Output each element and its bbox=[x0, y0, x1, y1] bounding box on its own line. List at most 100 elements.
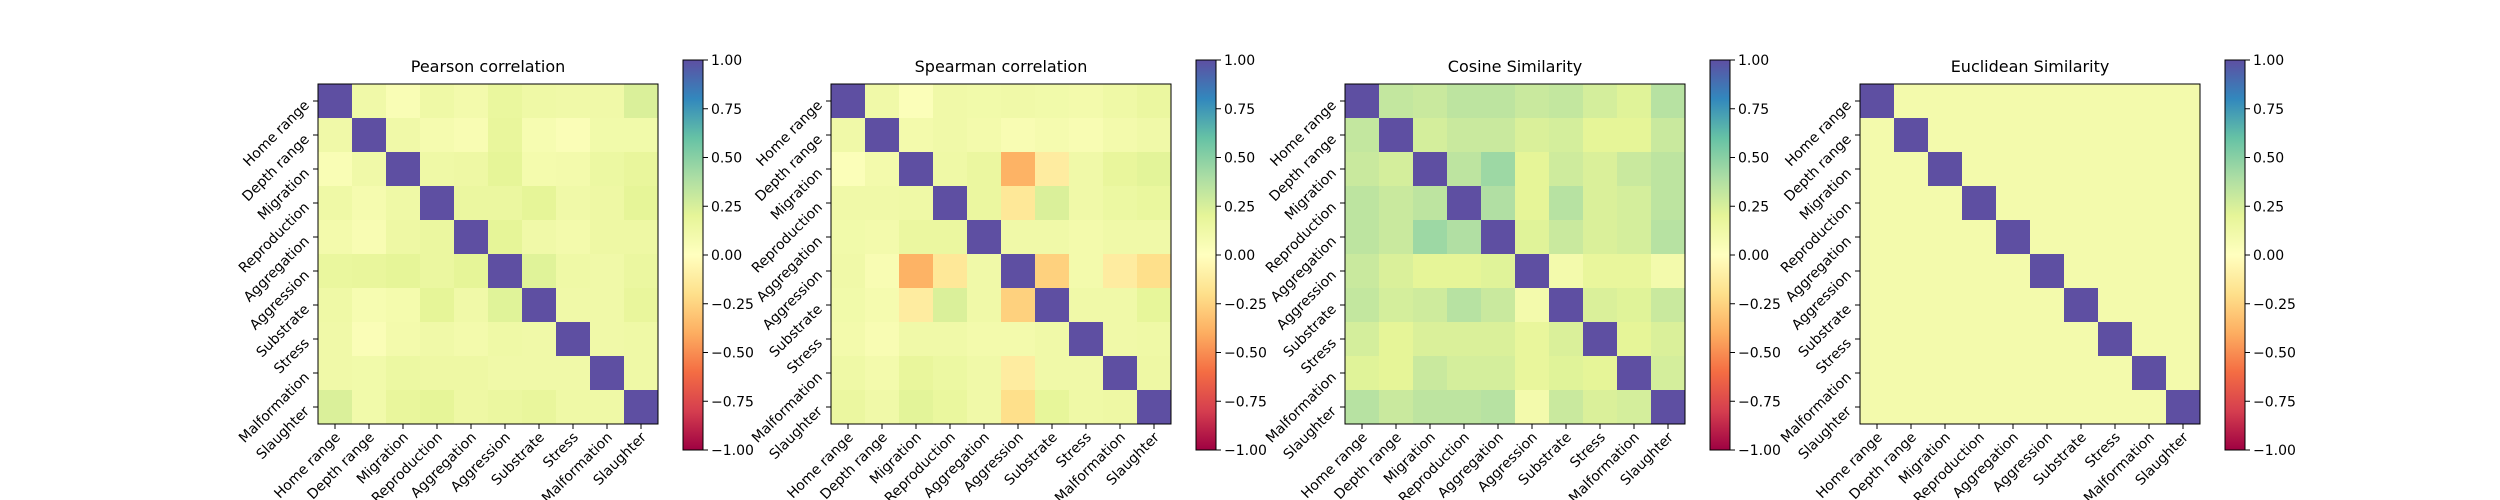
heatmap-cell bbox=[1583, 118, 1618, 153]
heatmap-cell bbox=[624, 322, 659, 357]
colorbar-tick-label: 0.00 bbox=[1738, 248, 1769, 264]
heatmap-cell bbox=[1894, 84, 1929, 119]
colorbar-tick-label: −1.00 bbox=[1738, 443, 1781, 459]
heatmap-cell bbox=[352, 152, 387, 187]
heatmap-cell bbox=[1651, 220, 1686, 255]
heatmap-cell bbox=[967, 220, 1002, 255]
heatmap-cell bbox=[831, 220, 866, 255]
heatmap-cell bbox=[1515, 254, 1550, 289]
colorbar-tick-label: 0.75 bbox=[1224, 102, 1255, 118]
heatmap-cell bbox=[967, 288, 1002, 323]
heatmap-cell bbox=[1379, 356, 1414, 391]
heatmap-cell bbox=[1928, 288, 1963, 323]
heatmap-cell bbox=[1617, 356, 1652, 391]
heatmap-cell bbox=[386, 186, 421, 221]
heatmap-cell bbox=[1549, 322, 1584, 357]
heatmap-cell bbox=[1651, 356, 1686, 391]
heatmap-cell bbox=[556, 118, 591, 153]
heatmap-cell bbox=[1069, 322, 1104, 357]
heatmap-cell bbox=[831, 118, 866, 153]
heatmap-cell bbox=[1481, 288, 1516, 323]
heatmap-cell bbox=[1651, 390, 1686, 425]
heatmap-cell bbox=[2030, 288, 2065, 323]
heatmap-cell bbox=[386, 254, 421, 289]
heatmap-cell bbox=[1583, 220, 1618, 255]
heatmap-cell bbox=[1928, 322, 1963, 357]
heatmap-cell bbox=[1345, 322, 1380, 357]
heatmap-cell bbox=[522, 220, 557, 255]
heatmap-cell bbox=[2098, 220, 2133, 255]
heatmap-cell bbox=[1379, 220, 1414, 255]
heatmap-cell bbox=[1996, 220, 2031, 255]
heatmap-cell bbox=[865, 186, 900, 221]
heatmap-cell bbox=[522, 152, 557, 187]
heatmap-cell bbox=[865, 288, 900, 323]
heatmap-cell bbox=[1137, 356, 1172, 391]
heatmap-cell bbox=[488, 220, 523, 255]
heatmap-cell bbox=[1928, 390, 1963, 425]
heatmap-cell bbox=[1928, 220, 1963, 255]
heatmap-cell bbox=[1345, 84, 1380, 119]
heatmap-cell bbox=[420, 322, 455, 357]
heatmap-cell bbox=[522, 186, 557, 221]
heatmap-cell bbox=[420, 356, 455, 391]
heatmap-cell bbox=[1928, 118, 1963, 153]
colorbar-tick-label: −0.25 bbox=[2253, 297, 2296, 313]
heatmap-cell bbox=[899, 288, 934, 323]
heatmap-cell bbox=[1549, 186, 1584, 221]
heatmap-cell bbox=[488, 322, 523, 357]
heatmap-cell bbox=[318, 84, 353, 119]
heatmap-cell bbox=[1103, 118, 1138, 153]
heatmap-cell bbox=[1137, 322, 1172, 357]
heatmap-cell bbox=[590, 152, 625, 187]
heatmap-cell bbox=[1894, 288, 1929, 323]
heatmap-cell bbox=[522, 322, 557, 357]
heatmap-cell bbox=[2098, 152, 2133, 187]
heatmap-cell bbox=[1617, 390, 1652, 425]
heatmap-cell bbox=[2064, 254, 2099, 289]
heatmap-cell bbox=[1413, 118, 1448, 153]
heatmap-cell bbox=[522, 356, 557, 391]
heatmap-cell bbox=[1996, 390, 2031, 425]
heatmap-cell bbox=[522, 288, 557, 323]
heatmap-cell bbox=[1379, 322, 1414, 357]
heatmap-cell bbox=[488, 84, 523, 119]
heatmap-cell bbox=[933, 254, 968, 289]
heatmap-cell bbox=[1549, 118, 1584, 153]
heatmap-cell bbox=[1137, 220, 1172, 255]
heatmap-cell bbox=[2132, 118, 2167, 153]
heatmap-cell bbox=[1894, 322, 1929, 357]
colorbar-tick-label: −1.00 bbox=[1224, 443, 1267, 459]
heatmap-cell bbox=[1103, 220, 1138, 255]
heatmap-cell bbox=[1617, 84, 1652, 119]
heatmap-cell bbox=[1996, 118, 2031, 153]
heatmap-cell bbox=[1447, 356, 1482, 391]
heatmap-cell bbox=[1549, 220, 1584, 255]
plot-frame bbox=[1859, 83, 2201, 425]
heatmap-cell bbox=[1447, 390, 1482, 425]
heatmap-cell bbox=[2132, 390, 2167, 425]
colorbar-tick-label: 0.75 bbox=[711, 102, 742, 118]
heatmap-cell bbox=[1103, 356, 1138, 391]
heatmap-cell bbox=[1069, 220, 1104, 255]
heatmap-cell bbox=[624, 152, 659, 187]
heatmap-cell bbox=[2166, 152, 2201, 187]
heatmap-cell bbox=[488, 254, 523, 289]
heatmap-cell bbox=[2132, 288, 2167, 323]
heatmap-cell bbox=[899, 356, 934, 391]
heatmap-cell bbox=[386, 118, 421, 153]
heatmap-cell bbox=[1860, 288, 1895, 323]
heatmap-cell bbox=[1103, 152, 1138, 187]
heatmap-cell bbox=[2166, 220, 2201, 255]
colorbar-tick-label: 0.25 bbox=[711, 199, 742, 215]
heatmap-cells bbox=[1345, 84, 1686, 425]
heatmap-cell bbox=[1515, 186, 1550, 221]
heatmap-cell bbox=[1001, 254, 1036, 289]
heatmap-cell bbox=[1413, 390, 1448, 425]
colorbar-tick-label: 1.00 bbox=[1224, 53, 1255, 69]
heatmap-cell bbox=[1617, 220, 1652, 255]
heatmap-cell bbox=[1651, 288, 1686, 323]
heatmap-cell bbox=[1962, 356, 1997, 391]
heatmap-cell bbox=[1515, 84, 1550, 119]
heatmap-cell bbox=[1481, 84, 1516, 119]
